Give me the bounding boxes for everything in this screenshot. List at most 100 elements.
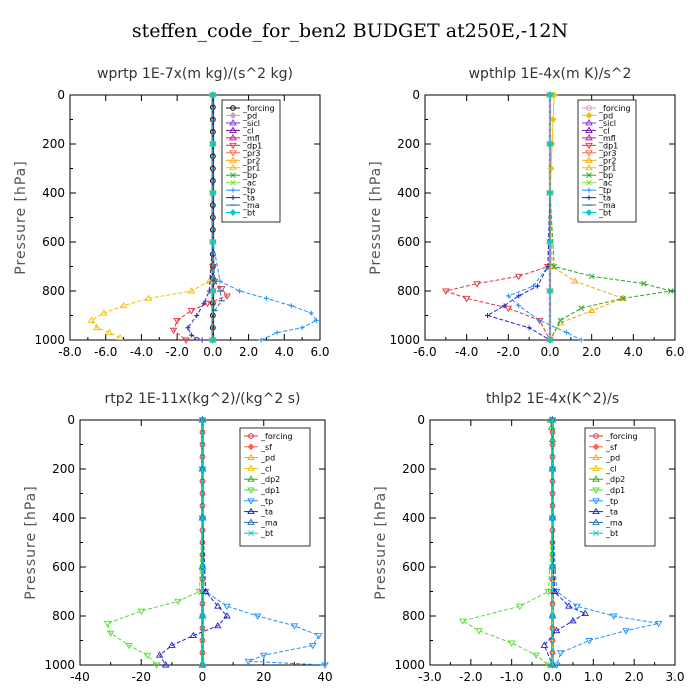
legend-box [577, 99, 637, 223]
legend-marker [247, 518, 255, 525]
legend-label: _ma [260, 518, 278, 527]
data-point [585, 638, 594, 645]
data-point [546, 189, 554, 197]
legend-label: _mfl [242, 134, 260, 143]
data-point [195, 589, 204, 596]
legend-label: _sf [260, 443, 272, 452]
data-point [546, 140, 554, 148]
y-tick-label: 600 [52, 560, 75, 574]
y-tick-label: 600 [402, 560, 425, 574]
legend-label: _forcing [598, 104, 631, 113]
y-tick-label: 400 [52, 511, 75, 525]
x-tick-label: 40 [317, 670, 332, 684]
legend-label: _bt [605, 529, 618, 538]
legend-marker [592, 487, 600, 494]
legend-marker [247, 475, 255, 482]
legend-label: _ta [260, 508, 273, 517]
data-point [535, 283, 540, 289]
data-point [654, 620, 663, 628]
y-tick-label: 400 [402, 511, 425, 525]
data-point [152, 662, 161, 669]
data-point [622, 628, 630, 635]
series-line [549, 95, 625, 341]
legend-label: _tp [598, 186, 611, 195]
legend-marker [585, 119, 593, 126]
legend-label: _pr1 [242, 164, 260, 173]
x-tick-label: -3.0 [418, 670, 441, 684]
data-point [253, 613, 262, 620]
data-point [540, 641, 549, 648]
data-point [551, 263, 558, 270]
legend-label: _dp1 [242, 141, 262, 150]
data-point [549, 417, 556, 423]
series-line [550, 419, 553, 567]
data-point [578, 337, 584, 343]
data-point [259, 652, 268, 660]
legend-marker [592, 464, 600, 471]
data-point [223, 603, 231, 611]
y-tick-label: 600 [397, 235, 420, 249]
data-point [485, 313, 490, 318]
legend-marker [247, 487, 255, 494]
legend-marker [586, 187, 592, 193]
data-point [547, 423, 556, 430]
data-point [505, 293, 511, 299]
y-tick-label: 800 [402, 609, 425, 623]
data-point [588, 273, 595, 280]
legend-label: _pd [598, 111, 613, 120]
data-point [548, 466, 557, 473]
x-tick-label: -2.0 [165, 345, 188, 359]
y-tick-label: 400 [42, 186, 65, 200]
legend-label: _bt [242, 209, 255, 218]
legend-label: _cl [260, 464, 272, 473]
data-point [199, 515, 206, 521]
data-point [507, 640, 516, 647]
x-tick-label: -20 [131, 670, 151, 684]
data-point [549, 515, 556, 521]
legend-marker [592, 475, 600, 482]
data-point [92, 323, 101, 331]
data-point [308, 642, 317, 650]
x-tick-label: 1.0 [584, 670, 603, 684]
legend-marker [585, 126, 593, 133]
legend-label: _forcing [242, 104, 275, 113]
data-point [288, 303, 294, 309]
legend-marker [229, 142, 237, 150]
chart-panel: rtp2 1E-11x(kg^2)/(kg^2 s) Pressure [hPa]… [23, 391, 333, 684]
x-tick-label: 6.0 [665, 345, 684, 359]
data-point [217, 278, 223, 284]
legend-marker [247, 507, 255, 515]
data-point [209, 91, 217, 99]
x-tick-label: 6.0 [310, 345, 329, 359]
legend-marker [586, 172, 592, 179]
data-point [544, 589, 553, 596]
legend-marker [592, 518, 600, 525]
legend-label: _dp1 [260, 486, 280, 495]
data-point [223, 612, 231, 619]
legend-label: _pd [242, 111, 257, 120]
series-line [106, 420, 203, 666]
y-tick-label: 200 [402, 462, 425, 476]
legend-marker [585, 163, 593, 171]
data-point [552, 589, 561, 596]
data-point [290, 623, 299, 630]
data-point [217, 286, 226, 293]
x-tick-label: -6.0 [94, 345, 117, 359]
data-point [516, 293, 522, 299]
x-tick-label: -40 [70, 670, 90, 684]
data-point [546, 238, 554, 246]
legend-marker [247, 464, 255, 471]
data-point [532, 652, 540, 660]
data-point [274, 330, 280, 336]
legend-marker [229, 119, 237, 126]
data-point [442, 288, 450, 295]
legend-marker [229, 163, 237, 171]
legend-label: _ta [598, 194, 611, 203]
legend-marker [247, 443, 255, 451]
data-point [548, 661, 557, 668]
x-tick-label: 4.0 [275, 345, 294, 359]
legend-marker [585, 150, 593, 157]
data-point [201, 587, 210, 594]
legend-label: _dp1 [598, 141, 618, 150]
